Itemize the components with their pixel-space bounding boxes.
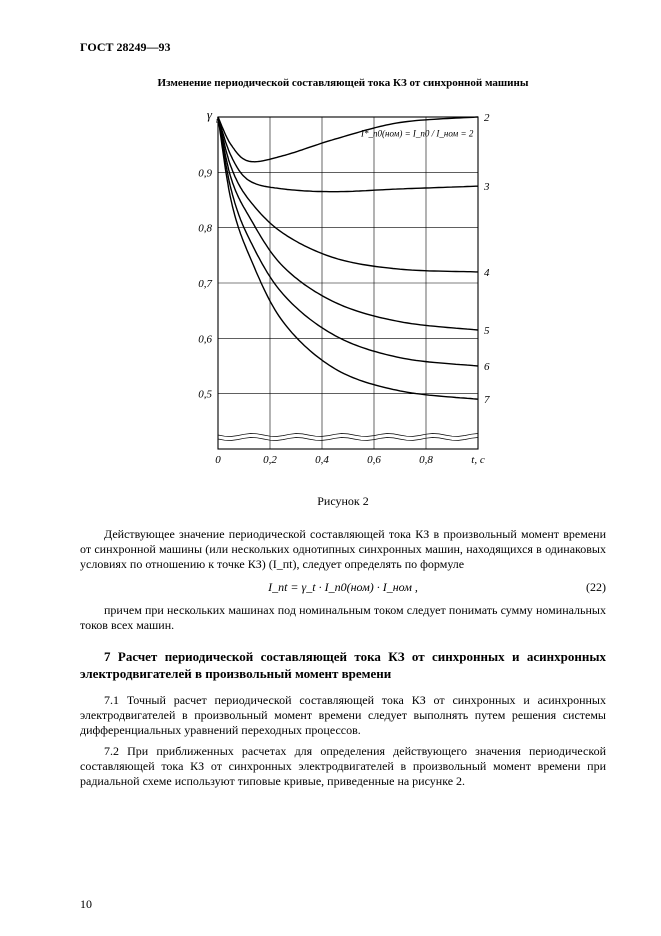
line-chart: 23456700,20,40,60,8t, с0,50,60,70,80,9γt…: [173, 99, 513, 479]
paragraph-7-1: 7.1 Точный расчет периодической составля…: [80, 693, 606, 738]
svg-text:0,4: 0,4: [315, 454, 329, 466]
svg-text:0: 0: [215, 454, 221, 466]
chart-container: 23456700,20,40,60,8t, с0,50,60,70,80,9γt…: [80, 99, 606, 484]
formula-number: (22): [586, 580, 606, 595]
figure-title: Изменение периодической составляющей ток…: [80, 77, 606, 89]
document-page: ГОСТ 28249—93 Изменение периодической со…: [0, 0, 661, 936]
figure-caption: Рисунок 2: [80, 494, 606, 509]
svg-text:0,7: 0,7: [198, 278, 212, 290]
svg-text:γ: γ: [207, 107, 213, 122]
svg-text:5: 5: [484, 325, 490, 337]
svg-text:0,6: 0,6: [198, 333, 212, 345]
formula: I_пt = γ_t · I_п0(ном) · I_ном ,: [268, 580, 418, 595]
formula-row: I_пt = γ_t · I_п0(ном) · I_ном , (22): [80, 580, 606, 595]
svg-text:0,8: 0,8: [198, 223, 212, 235]
svg-text:0,2: 0,2: [263, 454, 277, 466]
svg-text:0,9: 0,9: [198, 167, 212, 179]
page-number: 10: [80, 897, 92, 912]
svg-text:0,5: 0,5: [198, 389, 212, 401]
svg-text:6: 6: [484, 361, 490, 373]
svg-text:2: 2: [484, 112, 490, 124]
section-7-title: 7 Расчет периодической составляющей тока…: [80, 649, 606, 683]
paragraph-1: Действующее значение периодической соста…: [80, 527, 606, 572]
svg-text:4: 4: [484, 267, 490, 279]
svg-text:t, с: t, с: [471, 454, 485, 466]
doc-header: ГОСТ 28249—93: [80, 40, 606, 55]
paragraph-2: причем при нескольких машинах под номина…: [80, 603, 606, 633]
svg-text:I*_п0(ном) = I_п0 / I_ном = 2: I*_п0(ном) = I_п0 / I_ном = 2: [360, 128, 474, 138]
svg-text:0,6: 0,6: [367, 454, 381, 466]
svg-text:0,8: 0,8: [419, 454, 433, 466]
body-text: Действующее значение периодической соста…: [80, 527, 606, 789]
svg-text:7: 7: [484, 394, 490, 406]
svg-text:3: 3: [483, 181, 490, 193]
paragraph-7-2: 7.2 При приближенных расчетах для опреде…: [80, 744, 606, 789]
